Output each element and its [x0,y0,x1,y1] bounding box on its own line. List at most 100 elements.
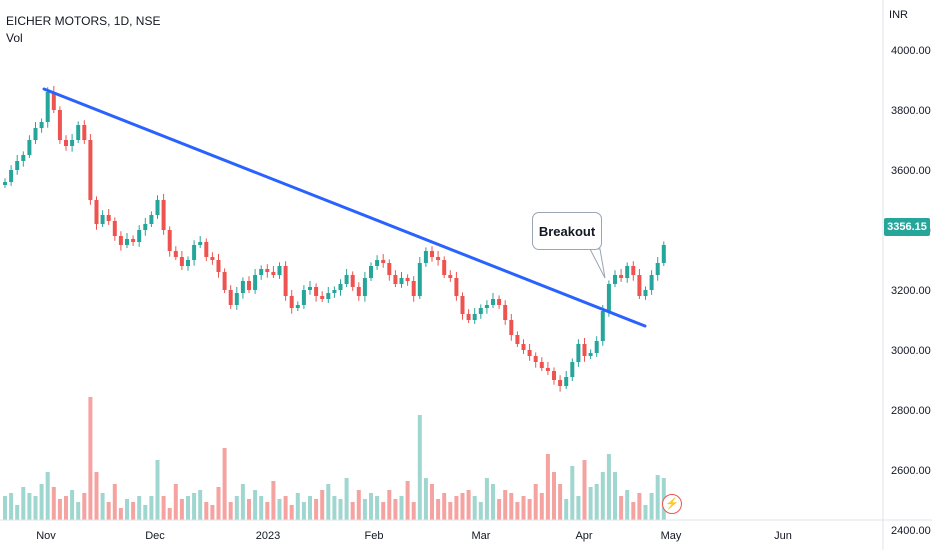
trendline[interactable] [42,87,647,328]
candle-body [326,293,331,299]
volume-bar [460,493,465,520]
candle-body [338,284,343,290]
candle-body [606,284,611,311]
volume-bar [15,505,20,520]
candle-body [613,275,617,284]
candle-body [253,275,258,290]
candle-body [515,335,520,344]
y-axis-ticks: 4000.003800.003600.003400.003200.003000.… [891,45,931,537]
last-price-tag: 3356.15 [884,218,930,236]
volume-bar [137,496,142,520]
candle-body [375,260,380,266]
symbol-title: EICHER MOTORS, 1D, NSE [6,14,161,28]
candle-body [308,287,312,290]
volume-bar [155,460,160,520]
volume-bar [466,490,471,520]
candle-body [320,296,325,299]
volume-bar [539,493,544,520]
volume-bar [515,502,520,520]
candle-body [448,275,453,278]
candle-body [588,353,593,356]
candle-body [51,92,56,110]
volume-bar [600,472,605,520]
volume-bar [210,505,215,520]
x-tick-label: Dec [145,530,165,542]
candle-body [582,344,587,356]
volume-bars [3,397,666,520]
candle-body [9,170,14,182]
candle-body [57,110,62,140]
candle-body [192,245,197,260]
candle-body [423,251,428,263]
volume-bar [356,490,361,520]
volume-bar [70,490,75,520]
candle-body [545,368,550,371]
volume-bar [192,493,197,520]
x-axis-ticks: Nov Dec 2023 Feb Mar Apr May Jun [36,530,792,542]
volume-bar [173,484,178,520]
candle-body [570,362,575,377]
volume-bar [594,484,599,520]
candle-body [619,275,624,278]
x-tick-label: Feb [365,530,384,542]
candle-body [155,200,160,215]
candle-body [625,266,630,278]
candle-body [356,287,361,296]
candle-body [186,260,190,266]
volume-bar [112,484,117,520]
volume-bar [527,499,532,520]
candle-body [45,92,50,122]
volume-bar [204,502,209,520]
candle-body [64,140,68,146]
volume-bar [33,496,38,520]
candle-body [442,260,447,275]
volume-bar [247,499,251,520]
candle-body [204,242,209,257]
candle-body [106,215,111,221]
volume-bar [503,490,508,520]
volume-bar [3,496,7,520]
candle-body [631,266,636,275]
volume-bar [222,448,227,520]
volume-bar [283,496,288,520]
volume-bar [295,493,300,520]
volume-bar [338,499,343,520]
volume-bar [326,484,331,520]
y-tick-label: 3200.00 [891,285,931,297]
candle-body [552,371,556,380]
breakout-callout[interactable]: Breakout [532,212,602,250]
candle-body [271,272,276,275]
candle-body [466,314,471,320]
candle-body [143,224,148,230]
candle-body [167,230,172,251]
volume-bar [582,460,587,520]
x-tick-label: Apr [575,530,592,542]
volume-bar [552,472,556,520]
candle-body [478,308,483,314]
candle-body [222,272,227,290]
volume-bar [588,487,593,520]
candle-body [460,296,465,314]
volume-bar [240,484,245,520]
volume-bar [301,502,306,520]
candle-body [265,269,270,272]
candle-body [594,341,599,353]
y-tick-label: 2400.00 [891,525,931,537]
candle-body [350,275,355,287]
candle-body [15,161,20,170]
volume-bar [448,502,453,520]
volume-bar [271,481,276,520]
volume-bar [497,499,502,520]
lightning-icon[interactable]: ⚡ [662,494,682,514]
candle-body [210,257,215,260]
volume-bar [308,496,312,520]
volume-bar [393,499,398,520]
volume-bar [649,493,654,520]
candle-body [637,275,642,296]
candle-body [399,278,404,284]
candle-body [381,260,386,263]
volume-bar [405,481,410,520]
candlesticks [3,86,666,392]
candle-body [149,215,154,224]
